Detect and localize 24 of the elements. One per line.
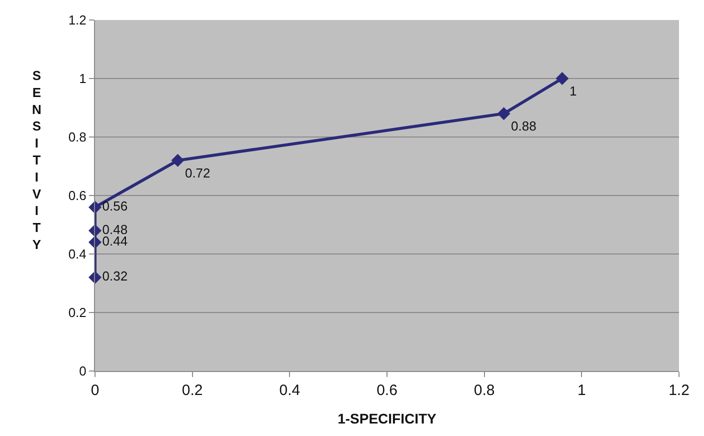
text: SENSITIVITY <box>32 68 42 252</box>
y-tick-label: 0.2 <box>68 305 86 320</box>
y-tick-label: 0 <box>79 364 86 379</box>
y-tick-label: 1 <box>79 71 86 86</box>
y-tick-label: 0.8 <box>68 130 86 145</box>
point <box>556 72 569 85</box>
x-axis-title: 1-SPECIFICITY <box>338 410 438 426</box>
y-tick-label: 1.2 <box>68 12 86 28</box>
data-label: 0.72 <box>184 165 210 180</box>
point <box>497 107 510 120</box>
y-tick-label: 0.6 <box>68 188 86 204</box>
x-tick-label: 1.2 <box>668 382 690 399</box>
x-tick-label: 0 <box>90 382 100 399</box>
point <box>171 154 184 167</box>
x-tick-label: 1 <box>578 382 586 399</box>
data-label: 1 <box>569 84 577 98</box>
data-label: 0.88 <box>511 118 536 134</box>
x-tick-label: 0.4 <box>279 382 300 399</box>
x-tick-label: 0.6 <box>376 382 398 399</box>
data-label: 0.56 <box>102 198 128 214</box>
x-tick-label: 0.2 <box>182 382 203 399</box>
y-tick-label: 0.4 <box>68 246 86 262</box>
x-tick-label: 0.8 <box>474 382 495 399</box>
data-label: 0.32 <box>102 268 128 284</box>
